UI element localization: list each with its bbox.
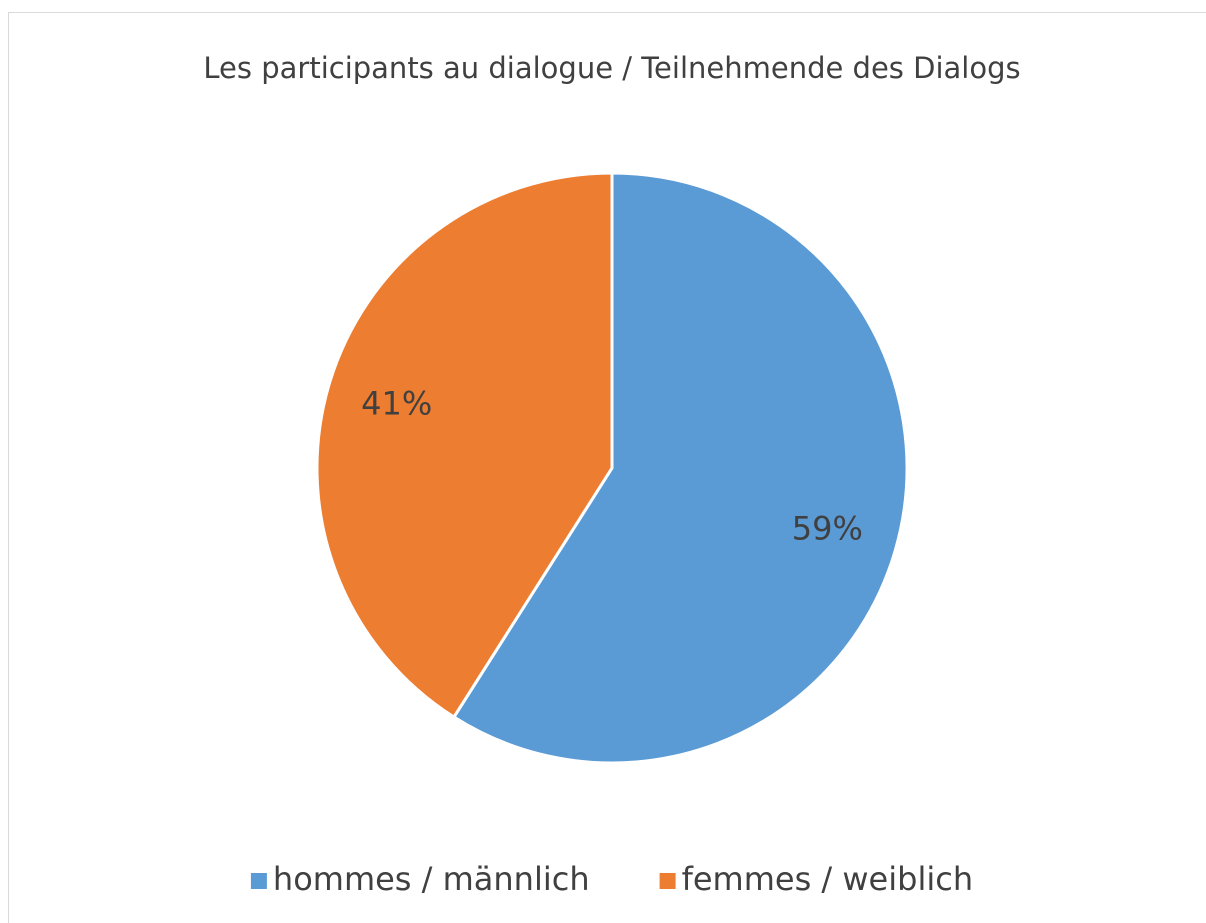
data-label: 41%: [361, 384, 432, 422]
data-label: 59%: [792, 510, 863, 548]
legend-swatch: [250, 873, 267, 889]
legend-swatch: [659, 873, 676, 889]
pie-slice: [315, 171, 614, 720]
legend-label: femmes / weiblich: [682, 860, 974, 898]
chart-title: Les participants au dialogue / Teilnehme…: [203, 51, 1020, 85]
pie-slice: [451, 171, 909, 765]
legend-label: hommes / männlich: [273, 860, 590, 898]
